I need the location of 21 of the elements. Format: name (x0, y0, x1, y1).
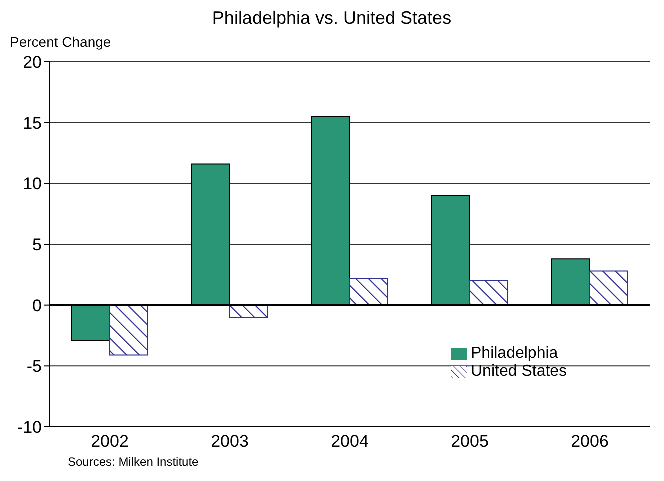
x-tick-label: 2003 (211, 432, 249, 452)
x-tick-label: 2006 (571, 432, 609, 452)
y-axis-title: Percent Change (10, 34, 112, 50)
bar (469, 280, 508, 306)
x-tick-label: 2004 (331, 432, 369, 452)
bar (589, 270, 628, 306)
x-tick-label: 2002 (91, 432, 129, 452)
x-tick-label: 2005 (451, 432, 489, 452)
legend-label: United States (471, 363, 568, 380)
y-tick-label: -5 (26, 357, 42, 376)
bar (349, 278, 388, 306)
y-tick-label: 5 (32, 236, 42, 255)
bar (109, 304, 148, 356)
y-tick-label: 0 (32, 296, 42, 316)
y-tick-label: 10 (23, 174, 42, 194)
chart-title: Philadelphia vs. United States (211, 8, 453, 29)
source-note: Sources: Milken Institute (68, 455, 199, 469)
y-tick-label: 20 (23, 53, 42, 72)
legend-label: Philadelphia (471, 345, 558, 362)
y-tick-label: -10 (17, 418, 42, 438)
y-tick-label: 15 (23, 114, 42, 133)
